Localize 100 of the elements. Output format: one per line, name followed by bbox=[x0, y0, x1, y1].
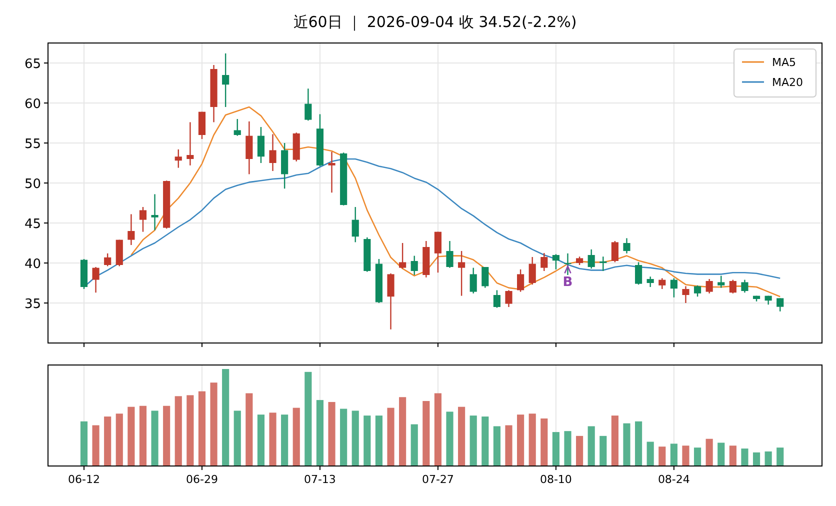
candlestick bbox=[281, 142, 288, 190]
candlestick bbox=[257, 126, 265, 164]
candlestick bbox=[352, 206, 359, 243]
bar bbox=[116, 414, 123, 466]
x-tick-label: 07-27 bbox=[422, 473, 454, 486]
candlestick bbox=[174, 148, 182, 168]
bar bbox=[163, 406, 170, 466]
bar bbox=[706, 438, 713, 466]
candlestick bbox=[776, 298, 784, 312]
candlestick bbox=[304, 88, 312, 122]
candlestick bbox=[482, 266, 489, 288]
bar bbox=[410, 424, 418, 466]
bar bbox=[634, 421, 642, 466]
bar bbox=[576, 436, 584, 466]
bar bbox=[340, 408, 348, 466]
legend-label: MA5 bbox=[772, 56, 796, 69]
bar bbox=[540, 418, 548, 466]
candlestick bbox=[611, 240, 618, 263]
candlestick bbox=[540, 252, 548, 272]
x-tick-label: 06-29 bbox=[186, 473, 218, 486]
bar bbox=[292, 408, 300, 466]
candlestick bbox=[434, 231, 442, 274]
candlestick bbox=[493, 290, 500, 308]
candlestick bbox=[658, 278, 666, 290]
bar bbox=[281, 414, 288, 466]
candlestick bbox=[458, 250, 466, 296]
bar bbox=[517, 414, 524, 466]
bar bbox=[352, 410, 359, 466]
candlestick bbox=[706, 278, 713, 294]
candlestick bbox=[588, 248, 595, 270]
candlestick bbox=[222, 52, 230, 108]
bar bbox=[505, 425, 512, 466]
candlestick bbox=[151, 194, 158, 231]
candlestick bbox=[741, 279, 748, 294]
bar bbox=[752, 452, 760, 466]
x-tick-label: 06-12 bbox=[68, 473, 100, 486]
candlestick bbox=[505, 290, 512, 308]
bar bbox=[588, 426, 595, 466]
bar bbox=[623, 423, 630, 466]
bar bbox=[446, 412, 454, 466]
bar bbox=[764, 451, 772, 466]
bar bbox=[600, 436, 607, 466]
x-tick-label: 08-10 bbox=[540, 473, 572, 486]
candlestick bbox=[564, 252, 572, 276]
candlestick bbox=[623, 238, 630, 254]
bar bbox=[210, 382, 218, 466]
bar bbox=[316, 400, 324, 466]
bar bbox=[375, 416, 382, 466]
y-tick-label: 40 bbox=[24, 257, 41, 272]
x-tick-label: 08-24 bbox=[658, 473, 690, 486]
candlestick bbox=[600, 256, 607, 272]
bar bbox=[222, 369, 230, 466]
bar bbox=[776, 448, 784, 466]
y-tick-label: 35 bbox=[24, 297, 41, 312]
candlestick bbox=[528, 256, 536, 286]
candlestick bbox=[234, 118, 241, 136]
bar bbox=[364, 416, 371, 466]
candlestick bbox=[92, 266, 100, 294]
bar bbox=[234, 410, 241, 466]
bar bbox=[646, 442, 654, 466]
candlestick bbox=[410, 255, 418, 276]
candlestick bbox=[186, 122, 194, 166]
candlestick bbox=[328, 151, 336, 194]
bar bbox=[528, 414, 536, 466]
bar bbox=[104, 416, 112, 466]
candlestick bbox=[729, 279, 736, 294]
bar bbox=[611, 416, 618, 466]
candlestick bbox=[128, 214, 135, 246]
candlestick bbox=[104, 252, 112, 267]
y-tick-label: 45 bbox=[24, 217, 41, 232]
candlestick bbox=[470, 267, 477, 294]
bar bbox=[670, 444, 678, 466]
bar bbox=[434, 393, 442, 466]
y-tick-label: 55 bbox=[24, 137, 41, 152]
bar bbox=[552, 432, 560, 466]
candlestick bbox=[646, 276, 654, 288]
bar bbox=[658, 446, 666, 466]
bar bbox=[729, 446, 736, 466]
candlestick bbox=[387, 272, 394, 330]
candlestick bbox=[517, 268, 524, 292]
bar bbox=[246, 393, 253, 466]
chart-title: 近60日 ｜ 2026-09-04 收 34.52(-2.2%) bbox=[293, 13, 577, 31]
candlestick bbox=[670, 278, 678, 298]
y-tick-label: 50 bbox=[24, 177, 41, 192]
candlestick bbox=[718, 275, 725, 288]
bar bbox=[458, 406, 466, 466]
y-tick-label: 65 bbox=[24, 57, 41, 72]
bar bbox=[482, 416, 489, 466]
bar bbox=[92, 425, 100, 466]
bar bbox=[694, 448, 702, 466]
bar bbox=[682, 446, 690, 466]
bar bbox=[269, 412, 276, 466]
bar bbox=[328, 402, 336, 466]
candlestick bbox=[246, 120, 253, 175]
bar bbox=[198, 391, 206, 466]
candlestick bbox=[694, 284, 702, 298]
bar bbox=[151, 410, 158, 466]
bar bbox=[257, 414, 265, 466]
annotation: B bbox=[562, 275, 573, 290]
legend-label: MA20 bbox=[772, 76, 804, 89]
